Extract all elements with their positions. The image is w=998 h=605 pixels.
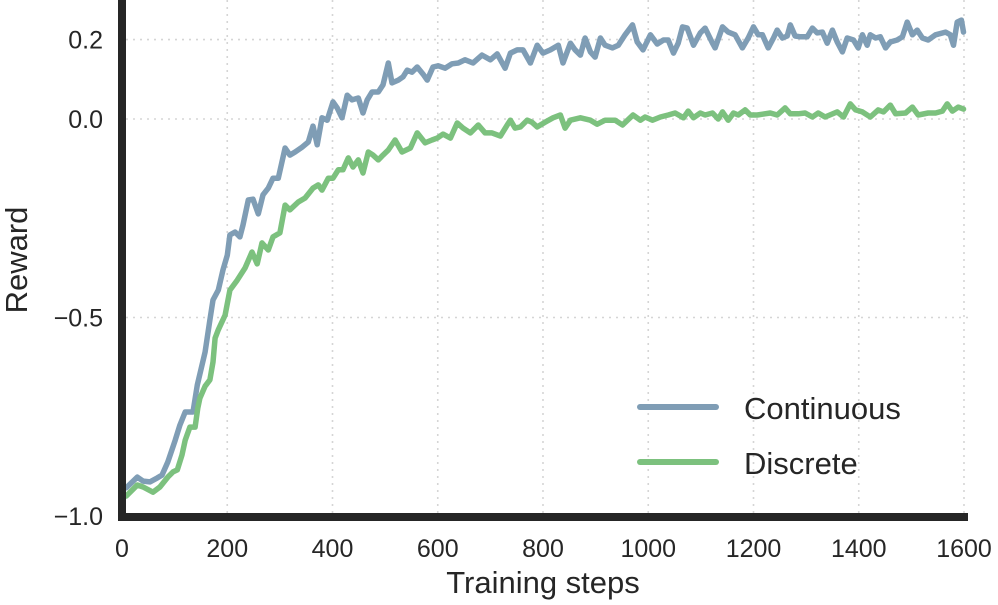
y-tick-label: 0.2 — [68, 27, 103, 55]
series-lines — [123, 17, 967, 499]
x-tick-label: 200 — [206, 535, 248, 563]
x-tick-labels: 0 200 400 600 800 1000 1200 1400 1600 — [115, 535, 992, 563]
y-axis-label: Reward — [0, 207, 34, 314]
gridlines — [126, 0, 968, 513]
y-tick-label: −0.5 — [54, 305, 103, 333]
x-tick-label: 1000 — [620, 535, 676, 563]
axes-spines — [118, 0, 968, 521]
legend-label-discrete: Discrete — [744, 446, 858, 481]
y-tick-label: 0.0 — [68, 106, 103, 134]
y-tick-labels: −1.0 −0.5 0.0 0.2 — [54, 27, 103, 531]
x-tick-label: 600 — [417, 535, 459, 563]
x-tick-label: 800 — [522, 535, 564, 563]
x-tick-label: 1600 — [936, 535, 992, 563]
x-tick-label: 1200 — [726, 535, 782, 563]
series-line-discrete — [123, 101, 967, 499]
x-tick-label: 400 — [312, 535, 354, 563]
series-line-continuous — [123, 17, 967, 491]
legend-label-continuous: Continuous — [744, 391, 901, 426]
legend: Continuous Discrete — [637, 391, 901, 481]
x-axis-label: Training steps — [446, 565, 640, 600]
y-tick-label: −1.0 — [54, 503, 103, 531]
x-tick-label: 1400 — [831, 535, 887, 563]
x-tick-label: 0 — [115, 535, 129, 563]
